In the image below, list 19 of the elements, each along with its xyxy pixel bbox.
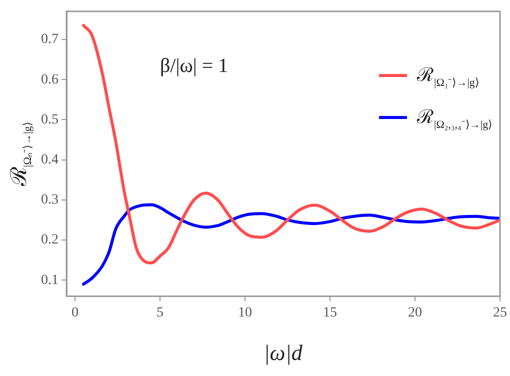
line-series <box>82 24 500 264</box>
y-tick-label: 0.3 <box>41 192 58 208</box>
x-tick-label: 10 <box>238 305 252 320</box>
y-tick-label: 0.6 <box>41 72 58 88</box>
line-series <box>82 203 500 286</box>
y-tick-label: 0.4 <box>41 152 58 168</box>
y-tick-label: 0.5 <box>41 112 58 128</box>
x-tick-label: 5 <box>156 305 164 320</box>
y-tick-label: 0.7 <box>41 32 58 48</box>
y-tick-label: 0.2 <box>41 232 58 248</box>
x-tick-label: 20 <box>408 305 422 320</box>
annotation: β/|ω| = 1 <box>160 55 228 78</box>
legend-label: ℛ$_{|Ω₂,₃,₄⁻⟩→|g⟩}$ <box>417 106 492 131</box>
x-tick-label: 0 <box>72 305 78 320</box>
x-tick-label: 25 <box>493 305 507 320</box>
x-axis-title: |ω|d <box>264 340 302 366</box>
legend-label: ℛ$_{|Ω₁⁻⟩→|g⟩}$ <box>417 64 479 90</box>
y-tick-label: 0.1 <box>41 272 58 288</box>
x-tick-label: 15 <box>323 305 337 320</box>
